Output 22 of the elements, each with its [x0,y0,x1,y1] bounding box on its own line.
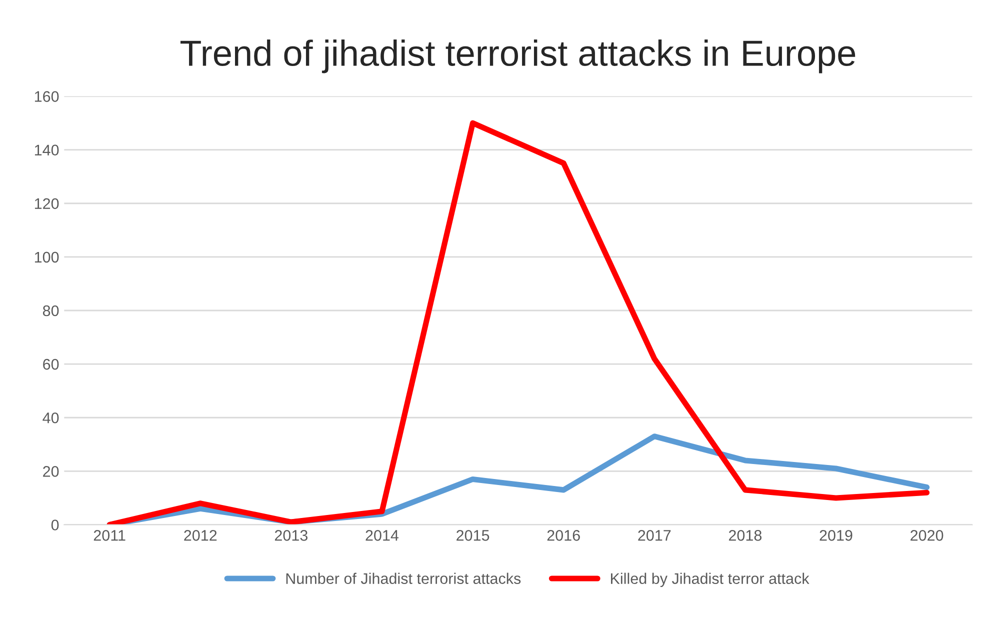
x-tick-label: 2012 [184,530,217,541]
y-tick-label: 100 [34,252,59,263]
legend-label: Killed by Jihadist terror attack [611,572,810,588]
x-tick-label: 2014 [366,530,399,541]
x-tick-label: 2016 [547,530,580,541]
y-tick-label: 80 [42,305,59,316]
x-tick-label: 2013 [274,530,308,541]
y-tick-label: 0 [51,520,59,530]
legend-label: Number of Jihadist terrorist attacks [286,572,521,584]
y-tick-label: 20 [43,466,59,477]
x-tick-label: 2019 [820,530,852,541]
x-tick-label: 2015 [456,530,490,541]
x-tick-label: 2020 [910,530,944,541]
y-tick-label: 40 [42,412,59,424]
y-tick-label: 120 [34,198,59,210]
x-tick-label: 2011 [94,530,126,541]
x-tick-label: 2017 [638,530,671,541]
y-tick-label: 60 [43,358,59,370]
y-tick-label: 140 [34,144,59,156]
chart-title: Trend of jihadist terrorist attacks in Europe [180,40,856,74]
y-tick-label: 160 [34,91,59,102]
x-tick-label: 2018 [728,530,762,541]
